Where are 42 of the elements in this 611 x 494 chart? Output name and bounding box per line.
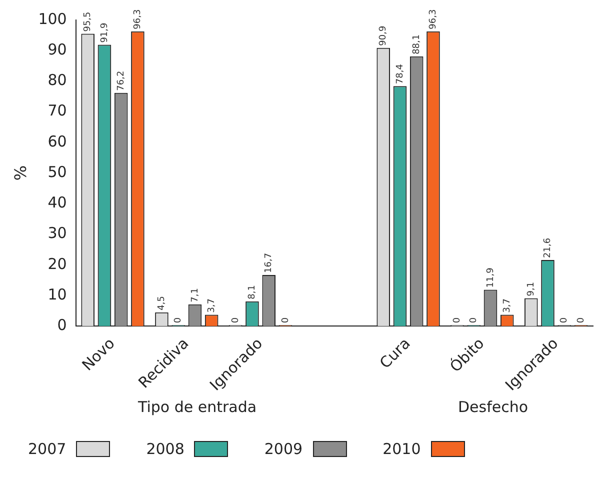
y-tick-label: 70 <box>48 102 67 120</box>
data-label: 88,1 <box>412 34 422 54</box>
text: Tipo de entrada <box>138 398 257 416</box>
data-label: 7,1 <box>190 288 200 302</box>
data-label: 90,9 <box>378 26 389 46</box>
data-label: 0 <box>230 317 241 324</box>
y-tick-label: 20 <box>48 254 67 273</box>
legend-label: 2007 <box>28 440 66 458</box>
y-tick-label: 90 <box>48 40 67 58</box>
legend-label: 2009 <box>264 440 303 458</box>
y-tick-label: 10 <box>48 285 67 304</box>
data-label: 9,1 <box>526 282 536 296</box>
legend-label: 2008 <box>146 440 184 458</box>
y-tick-label: 50 <box>48 162 67 181</box>
text: Desfecho <box>458 398 528 416</box>
data-label: 0 <box>469 317 480 324</box>
y-tick-label: 80 <box>48 71 67 90</box>
data-label: 0 <box>576 317 586 324</box>
y-tick-label: 40 <box>48 194 67 212</box>
y-tick-label: 60 <box>48 132 67 150</box>
data-label: 91,9 <box>100 22 110 43</box>
data-label: 0 <box>560 317 570 324</box>
data-label: 0 <box>452 317 463 324</box>
data-label: 0 <box>174 317 184 324</box>
data-label: 95,5 <box>83 12 94 32</box>
y-tick-label: 0 <box>57 316 67 334</box>
data-label: 16,7 <box>264 252 274 273</box>
data-label: 78,4 <box>395 64 406 84</box>
data-label: 96,3 <box>133 9 144 30</box>
data-label: 4,5 <box>157 296 168 310</box>
y-tick-label: 30 <box>48 224 67 242</box>
data-label: 21,6 <box>543 238 554 258</box>
data-label: 3,7 <box>502 298 512 313</box>
data-label: 8,1 <box>248 284 258 300</box>
data-label: 3,7 <box>206 298 217 313</box>
data-label: 0 <box>280 317 291 324</box>
data-label: 96,3 <box>428 9 439 30</box>
data-label: 11,9 <box>486 267 496 288</box>
data-label: 76,2 <box>116 70 126 91</box>
legend-label: 2010 <box>382 440 421 458</box>
y-axis-title: % <box>10 165 30 181</box>
y-tick-label: 100 <box>38 10 67 28</box>
